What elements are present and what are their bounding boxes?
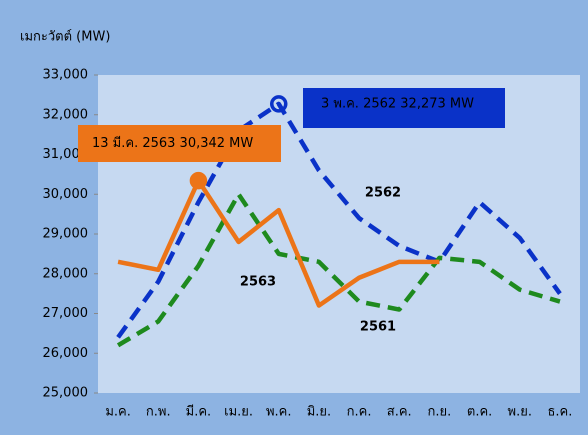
x-tick-label: เม.ย.	[224, 405, 253, 420]
series-line	[116, 192, 561, 348]
x-tick-label: พ.ย.	[508, 405, 532, 420]
x-tick-label: ต.ค.	[467, 405, 492, 420]
y-tick-label: 31,000	[43, 147, 89, 162]
series-line	[116, 101, 562, 339]
x-tick-label: ม.ค.	[105, 405, 131, 420]
series-label: 2561	[360, 320, 396, 335]
y-tick-label: 27,000	[43, 306, 89, 321]
x-tick-label: มี.ค.	[186, 404, 212, 420]
series-line	[117, 178, 440, 308]
y-tick-label: 26,000	[43, 346, 89, 361]
annotation-text: 13 มี.ค. 2563 30,342 MW	[92, 135, 253, 151]
x-tick-label: ก.ค.	[347, 405, 372, 420]
peak-marker	[189, 171, 208, 190]
x-tick-label: พ.ค.	[266, 405, 292, 420]
series-label: 2563	[240, 275, 276, 290]
x-tick-label: มิ.ย.	[307, 405, 331, 420]
y-tick-label: 33,000	[43, 68, 89, 83]
peak-marker	[270, 95, 288, 113]
x-tick-label: ก.พ.	[146, 405, 171, 420]
series-label: 2562	[365, 186, 401, 201]
annotation-text: 3 พ.ค. 2562 32,273 MW	[321, 97, 474, 112]
y-tick-label: 29,000	[43, 227, 89, 242]
annotation-box	[303, 88, 505, 128]
x-tick-label: ก.ย.	[428, 405, 452, 420]
x-tick-label: ส.ค.	[387, 405, 412, 420]
y-tick-label: 25,000	[43, 386, 89, 401]
y-axis-title: เมกะวัตต์ (MW)	[20, 29, 110, 45]
x-tick-label: ธ.ค.	[547, 405, 572, 420]
y-tick-label: 30,000	[43, 187, 89, 202]
y-tick-label: 32,000	[43, 107, 89, 122]
y-tick-label: 28,000	[43, 266, 89, 281]
annotation-box	[78, 125, 281, 162]
